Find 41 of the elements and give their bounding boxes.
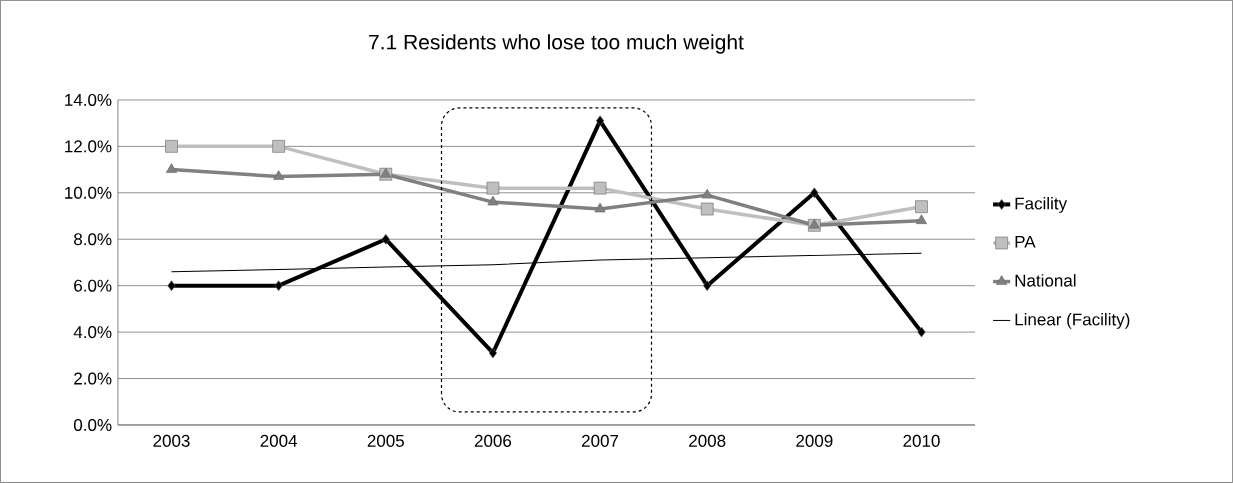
point — [167, 280, 176, 292]
point — [273, 170, 285, 180]
y-tick-label: 14.0% — [65, 93, 112, 107]
legend-label: National — [1015, 274, 1076, 287]
point — [593, 181, 607, 195]
point — [703, 280, 712, 292]
point — [596, 115, 605, 127]
x-tick-label: 2009 — [796, 434, 833, 447]
chart-title: 7.1 Residents who lose too much weight — [369, 34, 744, 54]
point — [594, 202, 606, 213]
x-tick-label: 2008 — [689, 434, 726, 447]
y-tick-label: 12.0% — [65, 140, 112, 153]
point — [166, 163, 177, 173]
point — [915, 200, 928, 214]
point — [274, 280, 283, 292]
x-tick-label: 2006 — [474, 434, 512, 447]
x-tick-label: 2007 — [582, 434, 619, 447]
y-tick-label: 4.0% — [73, 326, 112, 339]
legend-label: Facility — [1015, 197, 1068, 213]
point — [486, 181, 500, 195]
legend-label: PA — [1015, 235, 1036, 248]
point — [701, 188, 713, 199]
y-tick-label: 10.0% — [65, 186, 112, 199]
point — [917, 326, 926, 338]
y-tick-label: 6.0% — [74, 279, 112, 292]
x-tick-label: 2005 — [367, 434, 404, 447]
point — [488, 347, 497, 359]
y-tick-label: 0.0% — [73, 419, 112, 432]
x-tick-label: 2010 — [903, 434, 940, 447]
point — [272, 140, 285, 153]
legend-label: Linear (Facility) — [1015, 313, 1130, 329]
point — [487, 195, 499, 206]
x-tick-label: 2004 — [260, 434, 298, 447]
point — [700, 202, 714, 216]
point — [381, 233, 390, 245]
point — [915, 214, 927, 225]
point — [810, 187, 819, 199]
y-tick-label: 2.0% — [74, 372, 112, 385]
y-tick-label: 8.0% — [74, 233, 112, 246]
x-tick-label: 2003 — [153, 434, 190, 447]
point — [165, 140, 178, 153]
